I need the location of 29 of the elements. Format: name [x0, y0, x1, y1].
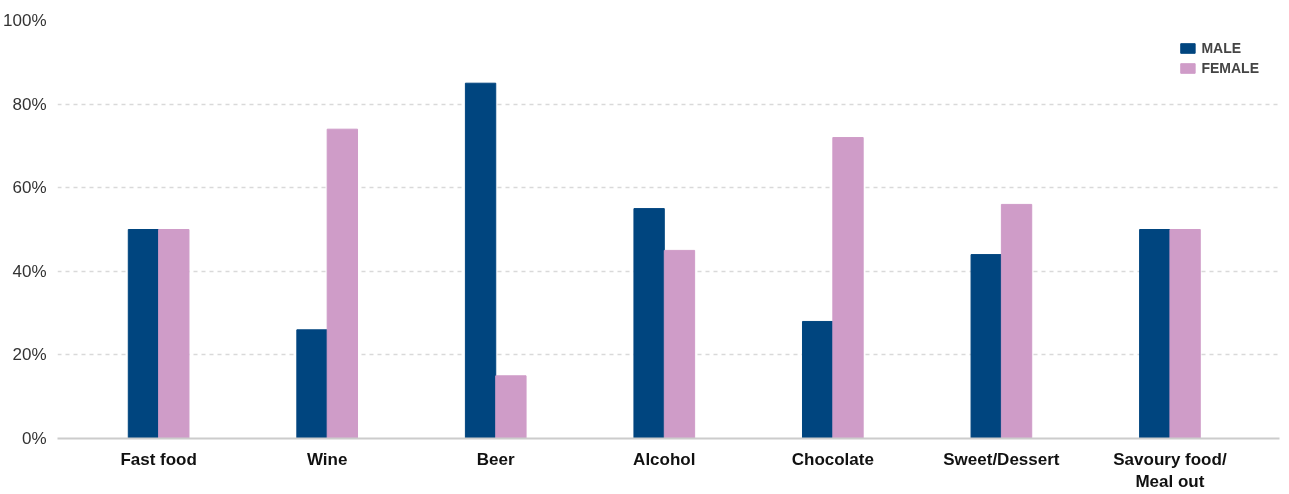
x-tick-label: Beer — [476, 449, 516, 469]
bar — [464, 82, 497, 439]
x-tick-label: Sweet/Dessert — [943, 449, 1060, 469]
bar — [127, 229, 160, 439]
y-tick-label: 20% — [12, 345, 47, 365]
bar — [832, 137, 864, 439]
y-tick-label: 60% — [12, 178, 47, 198]
legend-label: FEMALE — [1201, 60, 1259, 76]
bar — [158, 229, 190, 439]
bar — [970, 254, 1002, 439]
bar — [1169, 229, 1201, 439]
x-tick-label: Fast food — [120, 449, 197, 469]
y-tick-label: 80% — [12, 94, 47, 114]
x-tick-label: Alcohol — [633, 449, 696, 469]
bar — [326, 128, 359, 439]
bar — [1000, 203, 1033, 439]
x-tick-label: Wine — [306, 449, 348, 469]
x-tick-label: Chocolate — [791, 449, 874, 469]
y-tick-label: 40% — [12, 261, 47, 281]
y-tick-label: 0% — [21, 429, 47, 448]
y-tick-label: 100% — [3, 11, 47, 30]
bar — [495, 375, 527, 439]
bar — [1139, 229, 1171, 439]
x-tick-label: Savoury food/ Meal out — [1113, 449, 1227, 492]
bar — [296, 329, 328, 439]
bar — [633, 208, 665, 439]
legend-label: MALE — [1201, 40, 1242, 56]
bar — [663, 249, 696, 439]
bar — [802, 320, 834, 439]
